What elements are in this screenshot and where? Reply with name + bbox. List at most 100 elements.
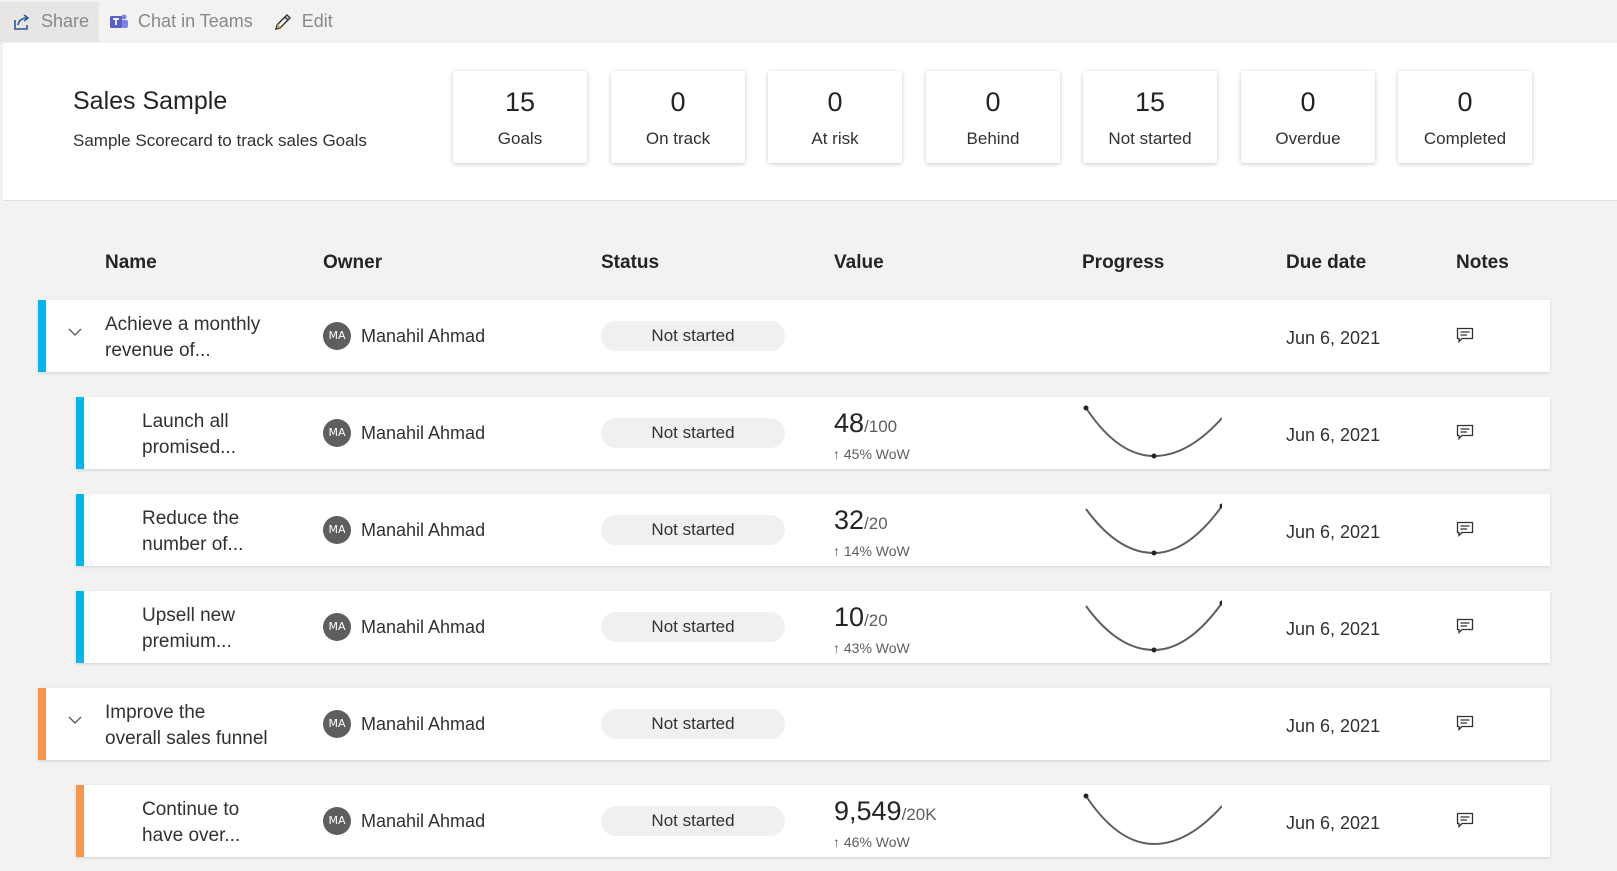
kpi-label: Completed (1423, 129, 1507, 148)
goal-name-line: Continue to (142, 799, 240, 820)
goal-name-line: revenue of... (105, 340, 211, 361)
share-label: Share (41, 11, 90, 31)
goal-row[interactable]: Achieve a monthly revenue of... MA Manah… (38, 300, 1550, 372)
kpi-value: 0 (1457, 87, 1473, 117)
goal-row[interactable]: Launch all promised... MA Manahil Ahmad … (76, 397, 1550, 469)
value-number: 9,549 (834, 796, 902, 826)
current-value[interactable]: 32/20 (834, 505, 888, 536)
kpi-label: At risk (811, 129, 859, 148)
goal-color-bar (76, 494, 84, 566)
note-icon[interactable] (1456, 424, 1474, 440)
owner-name: Manahil Ahmad (361, 714, 486, 734)
kpi-label: On track (645, 129, 711, 148)
note-icon[interactable] (1456, 812, 1474, 828)
progress-sparkline[interactable] (1078, 500, 1222, 560)
progress-sparkline[interactable] (1078, 791, 1222, 851)
chevron-down-icon[interactable] (67, 714, 83, 726)
edit-label: Edit (301, 11, 333, 31)
column-header-value[interactable]: Value (834, 252, 884, 273)
wow-change: ↑ 43% WoW (833, 640, 910, 656)
goal-name-line: Achieve a monthly (105, 314, 261, 335)
scorecard-header: Sales Sample Sample Scorecard to track s… (3, 43, 1617, 201)
goal-row[interactable]: Improve the overall sales funnel MA Mana… (38, 688, 1550, 760)
goal-name-line: overall sales funnel (105, 728, 268, 749)
value-target: /20 (864, 611, 888, 630)
due-date: Jun 6, 2021 (1286, 716, 1381, 736)
chat-in-teams-button[interactable]: Chat in Teams (99, 2, 263, 42)
kpi-value: 15 (1134, 87, 1166, 117)
column-header-progress[interactable]: Progress (1082, 252, 1165, 273)
status-pill[interactable]: Not started (601, 418, 785, 448)
goal-color-bar (38, 688, 46, 760)
value-number: 32 (834, 505, 865, 535)
column-header-due-date[interactable]: Due date (1286, 252, 1367, 273)
due-date: Jun 6, 2021 (1286, 522, 1381, 542)
wow-change: ↑ 46% WoW (833, 834, 910, 850)
current-value[interactable]: 10/20 (834, 602, 888, 633)
share-button[interactable]: Share (0, 1, 100, 42)
goal-color-bar (38, 300, 46, 372)
status-pill[interactable]: Not started (601, 321, 785, 351)
goal-name-line: promised... (142, 437, 236, 458)
kpi-goals[interactable]: 15 Goals (453, 71, 587, 163)
goal-name[interactable]: Achieve a monthly revenue of... (105, 312, 295, 364)
status-pill[interactable]: Not started (601, 806, 785, 836)
column-header-owner[interactable]: Owner (323, 252, 383, 273)
note-icon[interactable] (1456, 327, 1474, 343)
edit-button[interactable]: Edit (263, 2, 343, 42)
kpi-value: 0 (827, 87, 843, 117)
progress-sparkline[interactable] (1078, 597, 1222, 657)
toolbar: Share Chat in Teams Edit (0, 0, 1617, 44)
kpi-label: Overdue (1275, 129, 1341, 148)
note-icon[interactable] (1456, 618, 1474, 634)
owner-name: Manahil Ahmad (361, 423, 486, 443)
kpi-completed[interactable]: 0 Completed (1398, 71, 1532, 163)
goal-name-line: premium... (142, 631, 232, 652)
due-date: Jun 6, 2021 (1286, 619, 1381, 639)
owner-name: Manahil Ahmad (361, 617, 486, 637)
kpi-value: 0 (985, 87, 1001, 117)
value-number: 48 (834, 408, 865, 438)
avatar: MA (323, 807, 351, 835)
status-pill[interactable]: Not started (601, 612, 785, 642)
goal-row[interactable]: Continue to have over... MA Manahil Ahma… (76, 785, 1550, 857)
goal-name-line: Reduce the (142, 508, 240, 529)
avatar: MA (323, 710, 351, 738)
note-icon[interactable] (1456, 715, 1474, 731)
kpi-overdue[interactable]: 0 Overdue (1241, 71, 1375, 163)
progress-sparkline[interactable] (1078, 403, 1222, 463)
goal-color-bar (76, 397, 84, 469)
chevron-down-icon[interactable] (67, 326, 83, 338)
goal-name[interactable]: Improve the overall sales funnel (105, 700, 295, 752)
due-date: Jun 6, 2021 (1286, 328, 1381, 348)
goal-name[interactable]: Continue to have over... (142, 797, 332, 849)
chat-in-teams-label: Chat in Teams (138, 11, 253, 31)
current-value[interactable]: 9,549/20K (834, 796, 937, 827)
goal-name[interactable]: Launch all promised... (142, 409, 332, 461)
goal-name[interactable]: Reduce the number of... (142, 506, 332, 558)
avatar: MA (323, 419, 351, 447)
column-header-name[interactable]: Name (105, 252, 157, 273)
kpi-not-started[interactable]: 15 Not started (1083, 71, 1217, 163)
owner-name: Manahil Ahmad (361, 520, 486, 540)
kpi-label: Not started (1108, 129, 1192, 148)
kpi-behind[interactable]: 0 Behind (926, 71, 1060, 163)
column-header-notes[interactable]: Notes (1456, 252, 1509, 273)
goal-name-line: Improve the (105, 702, 206, 723)
current-value[interactable]: 48/100 (834, 408, 897, 439)
goal-row[interactable]: Reduce the number of... MA Manahil Ahmad… (76, 494, 1550, 566)
value-target: /20 (864, 514, 888, 533)
teams-icon (110, 14, 129, 28)
column-header-status[interactable]: Status (601, 252, 660, 273)
owner-name: Manahil Ahmad (361, 326, 486, 346)
kpi-on-track[interactable]: 0 On track (611, 71, 745, 163)
owner-name: Manahil Ahmad (361, 811, 486, 831)
goal-name-line: Upsell new (142, 605, 235, 626)
goal-name[interactable]: Upsell new premium... (142, 603, 332, 655)
note-icon[interactable] (1456, 521, 1474, 537)
status-pill[interactable]: Not started (601, 515, 785, 545)
goal-row[interactable]: Upsell new premium... MA Manahil Ahmad N… (76, 591, 1550, 663)
status-pill[interactable]: Not started (601, 709, 785, 739)
goal-color-bar (76, 785, 84, 857)
kpi-at-risk[interactable]: 0 At risk (768, 71, 902, 163)
